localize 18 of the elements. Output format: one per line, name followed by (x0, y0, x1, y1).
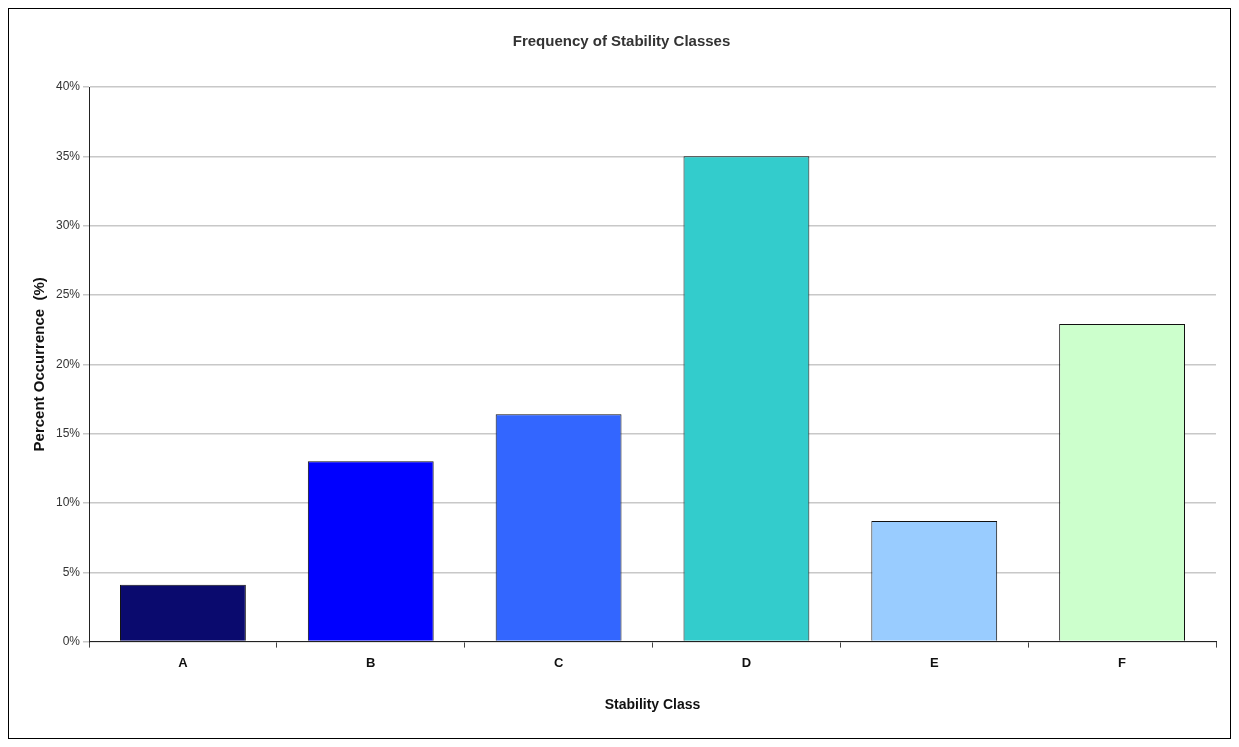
y-tick-label: 25% (55, 287, 81, 302)
y-tick-label: 5% (62, 564, 81, 579)
y-tick-label: 40% (55, 79, 81, 94)
y-tick-label: 35% (55, 148, 81, 163)
y-tick-label: 30% (55, 217, 81, 232)
y-tick-label: 10% (55, 495, 81, 510)
x-tick-label: F (1118, 654, 1127, 670)
x-axis-title: Stability Class (604, 696, 701, 713)
y-axis-title: Percent Occurrence (%) (30, 277, 48, 452)
x-tick-label: B (366, 654, 376, 670)
x-tick-label: D (741, 654, 752, 670)
y-tick-label: 15% (55, 425, 81, 440)
x-tick-label: A (178, 654, 189, 670)
y-tick-label: 20% (55, 356, 81, 371)
y-tick-label: 0% (62, 633, 81, 648)
x-tick-label: E (929, 654, 939, 670)
chart-title: Frequency of Stability Classes (512, 32, 731, 50)
x-tick-label: C (553, 654, 564, 670)
